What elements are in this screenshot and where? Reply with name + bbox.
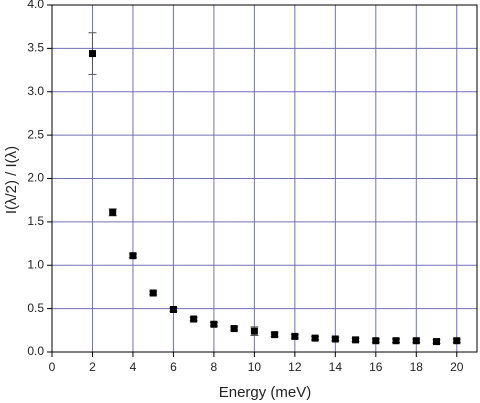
- x-tick-label: 12: [288, 360, 302, 374]
- point: [190, 315, 198, 323]
- x-tick-label: 16: [369, 360, 383, 374]
- y-axis-label: I(λ/2) / I(λ): [3, 146, 20, 214]
- x-tick-label: 6: [170, 360, 177, 374]
- point: [453, 337, 461, 345]
- y-tick-label: 2.5: [27, 127, 44, 141]
- point: [331, 335, 339, 343]
- y-tick-label: 3.5: [27, 41, 44, 55]
- point: [88, 50, 96, 58]
- point: [392, 337, 400, 345]
- y-tick-label: 2.0: [27, 171, 44, 185]
- point: [169, 305, 177, 313]
- y-tick-label: 4.0: [27, 0, 44, 11]
- point: [412, 337, 420, 345]
- point: [372, 337, 380, 345]
- point: [291, 332, 299, 340]
- point: [109, 208, 117, 216]
- x-tick-label: 4: [130, 360, 137, 374]
- x-tick-label: 10: [248, 360, 262, 374]
- y-tick-label: 1.0: [27, 257, 44, 271]
- point: [210, 320, 218, 328]
- y-tick-label: 0.5: [27, 301, 44, 315]
- point: [311, 334, 319, 342]
- x-tick-label: 2: [89, 360, 96, 374]
- point: [433, 338, 441, 346]
- x-tick-label: 0: [49, 360, 56, 374]
- y-tick-label: 0.0: [27, 344, 44, 358]
- point: [250, 327, 258, 335]
- x-tick-label: 8: [211, 360, 218, 374]
- point: [352, 336, 360, 344]
- x-tick-label: 20: [450, 360, 464, 374]
- x-axis-label: Energy (meV): [219, 384, 312, 401]
- point: [230, 325, 238, 333]
- plot-frame: [51, 4, 478, 353]
- y-tick-label: 3.0: [27, 84, 44, 98]
- point: [271, 331, 279, 339]
- point: [129, 252, 137, 260]
- point: [149, 289, 157, 297]
- x-tick-label: 18: [410, 360, 424, 374]
- y-tick-label: 1.5: [27, 214, 44, 228]
- x-tick-label: 14: [329, 360, 343, 374]
